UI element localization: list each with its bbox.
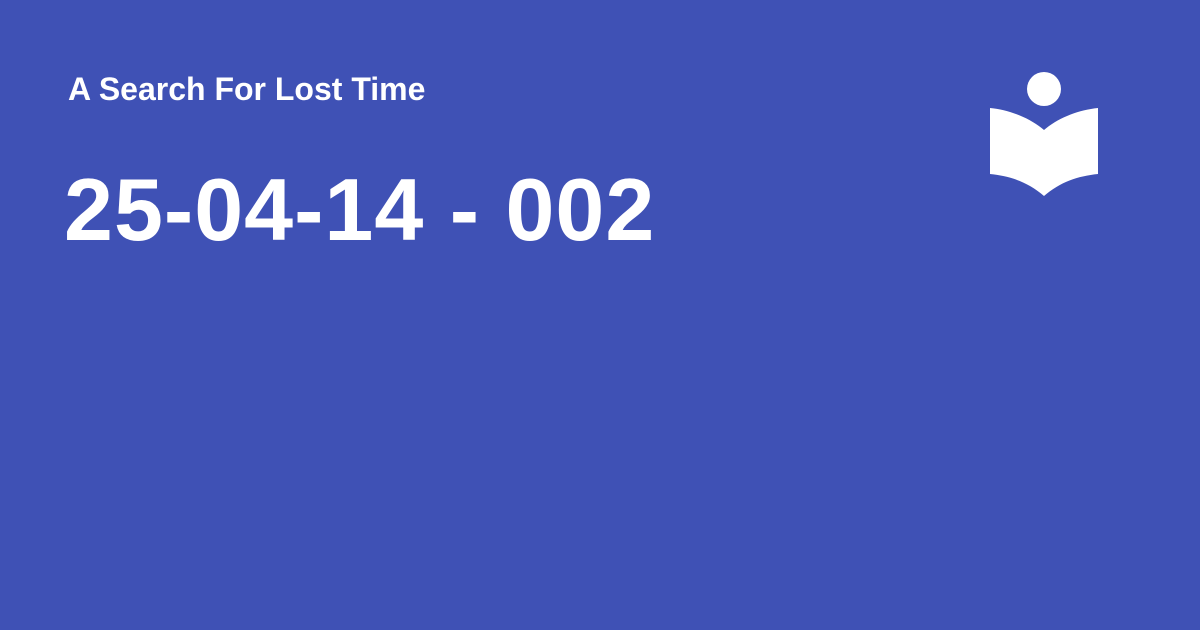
open-book: [990, 108, 1098, 196]
reader-head: [1027, 72, 1061, 106]
site-title: A Search For Lost Time: [68, 71, 426, 107]
page-title: 25-04-14 - 002: [64, 160, 656, 259]
reader-book-icon: [990, 72, 1098, 196]
